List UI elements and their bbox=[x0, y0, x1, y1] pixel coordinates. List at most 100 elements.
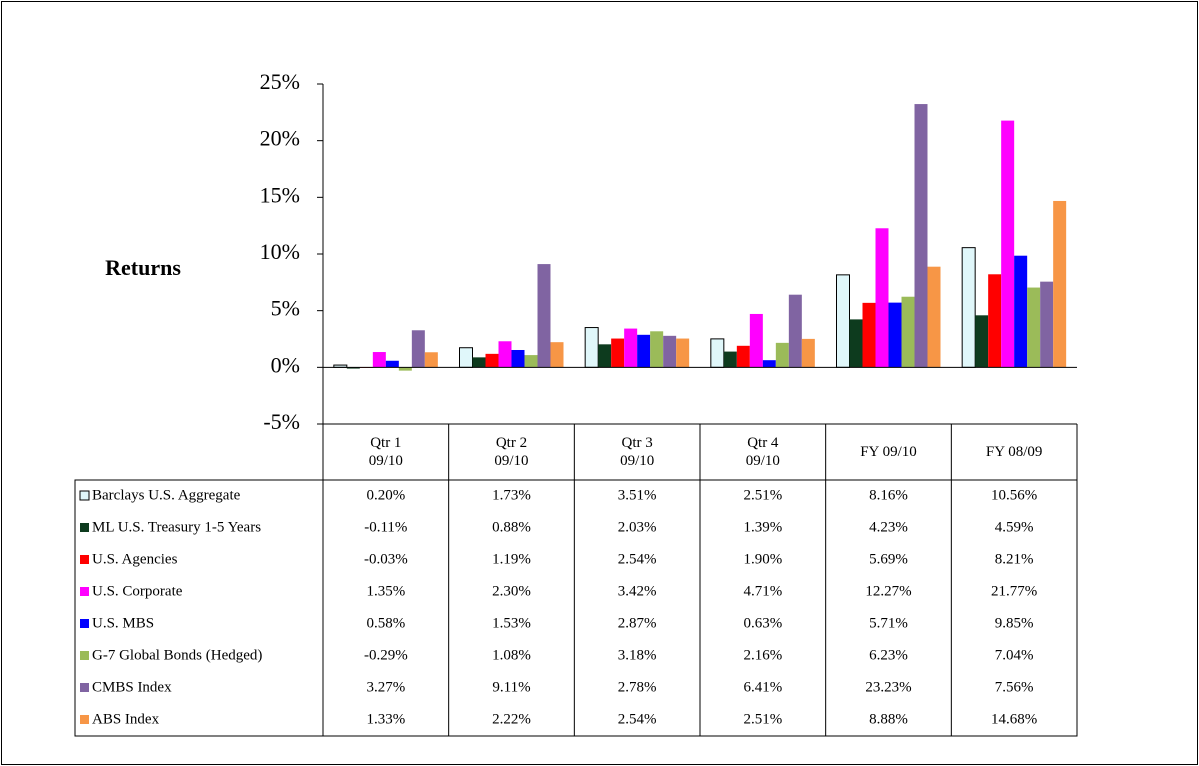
legend-label: ML U.S. Treasury 1-5 Years bbox=[92, 519, 261, 535]
bar bbox=[1001, 120, 1015, 368]
bar bbox=[762, 360, 776, 368]
table-value: 3.27% bbox=[366, 679, 405, 695]
bar bbox=[498, 341, 512, 368]
bar bbox=[424, 352, 438, 368]
legend-label: G-7 Global Bonds (Hedged) bbox=[92, 647, 262, 663]
table-value: 8.16% bbox=[869, 487, 908, 503]
legend-swatch bbox=[80, 715, 89, 724]
table-value: 10.56% bbox=[991, 487, 1037, 503]
bar bbox=[975, 315, 989, 368]
bar bbox=[749, 313, 763, 368]
legend-swatch bbox=[80, 619, 89, 628]
y-tick-label: 5% bbox=[271, 296, 300, 321]
legend-label: U.S. Corporate bbox=[92, 583, 183, 599]
legend-label: CMBS Index bbox=[92, 679, 172, 695]
bar bbox=[723, 351, 737, 368]
bar bbox=[637, 334, 651, 368]
table-value: 2.22% bbox=[492, 711, 531, 727]
bar bbox=[1040, 281, 1054, 368]
table-value: 7.04% bbox=[995, 647, 1034, 663]
y-tick-label: 15% bbox=[260, 182, 300, 207]
bar bbox=[710, 338, 725, 368]
bar bbox=[736, 345, 750, 368]
y-axis-label: Returns bbox=[105, 255, 181, 280]
table-value: -0.29% bbox=[364, 647, 408, 663]
bar bbox=[676, 338, 690, 368]
table-value: 0.58% bbox=[366, 615, 405, 631]
legend-label: U.S. MBS bbox=[92, 615, 154, 631]
y-tick-label: -5% bbox=[263, 409, 300, 434]
table-value: 3.18% bbox=[618, 647, 657, 663]
table-value: 7.56% bbox=[995, 679, 1034, 695]
table-value: 1.35% bbox=[366, 583, 405, 599]
table-value: 2.30% bbox=[492, 583, 531, 599]
category-label: Qtr 3 09/10 bbox=[620, 435, 655, 469]
legend-label: Barclays U.S. Aggregate bbox=[92, 487, 241, 503]
table-value: 0.63% bbox=[743, 615, 782, 631]
bar bbox=[988, 274, 1002, 368]
category-label: FY 09/10 bbox=[860, 444, 917, 460]
y-tick-label: 20% bbox=[260, 126, 300, 151]
bar bbox=[472, 357, 486, 368]
bar bbox=[346, 367, 360, 369]
table-value: 3.42% bbox=[618, 583, 657, 599]
bar bbox=[524, 355, 538, 368]
table-value: 2.51% bbox=[743, 711, 782, 727]
table-value: 1.39% bbox=[743, 519, 782, 535]
table-value: 23.23% bbox=[865, 679, 911, 695]
y-tick-label: 25% bbox=[260, 69, 300, 94]
bar bbox=[372, 352, 386, 368]
table-value: -0.11% bbox=[364, 519, 407, 535]
legend-swatch bbox=[79, 490, 90, 501]
table-value: 1.19% bbox=[492, 551, 531, 567]
legend-label: U.S. Agencies bbox=[92, 551, 178, 567]
category-label: Qtr 4 09/10 bbox=[745, 435, 780, 469]
bar bbox=[1027, 287, 1041, 368]
bar bbox=[459, 347, 473, 368]
legend-swatch bbox=[80, 523, 89, 532]
bar bbox=[875, 228, 889, 368]
bar bbox=[788, 294, 802, 368]
table-value: 12.27% bbox=[865, 583, 911, 599]
table-value: 2.87% bbox=[618, 615, 657, 631]
bar bbox=[398, 367, 412, 371]
bar bbox=[914, 104, 928, 368]
bar bbox=[888, 302, 902, 368]
bar bbox=[862, 302, 876, 368]
bar bbox=[775, 342, 789, 368]
table-value: 2.03% bbox=[618, 519, 657, 535]
table-value: 1.33% bbox=[366, 711, 405, 727]
table-value: 21.77% bbox=[991, 583, 1037, 599]
table-value: 6.23% bbox=[869, 647, 908, 663]
legend-swatch bbox=[80, 555, 89, 564]
table-value: 0.20% bbox=[366, 487, 405, 503]
y-tick-label: 10% bbox=[260, 239, 300, 264]
table-value: 1.90% bbox=[743, 551, 782, 567]
table-value: -0.03% bbox=[364, 551, 408, 567]
bar bbox=[624, 328, 638, 368]
table-value: 4.23% bbox=[869, 519, 908, 535]
bar bbox=[650, 331, 664, 368]
table-value: 3.51% bbox=[618, 487, 657, 503]
y-tick-label: 0% bbox=[271, 352, 300, 377]
bar bbox=[584, 327, 599, 368]
table-value: 1.53% bbox=[492, 615, 531, 631]
bar bbox=[598, 344, 612, 368]
table-value: 0.88% bbox=[492, 519, 531, 535]
bar bbox=[663, 335, 677, 368]
table-value: 14.68% bbox=[991, 711, 1037, 727]
legend-label: ABS Index bbox=[92, 711, 160, 727]
table-value: 5.71% bbox=[869, 615, 908, 631]
bar bbox=[901, 296, 915, 368]
bar bbox=[1053, 200, 1067, 368]
bar bbox=[385, 360, 399, 368]
table-value: 4.59% bbox=[995, 519, 1034, 535]
table-value: 5.69% bbox=[869, 551, 908, 567]
legend-swatch bbox=[80, 587, 89, 596]
category-label: FY 08/09 bbox=[985, 444, 1043, 460]
bar bbox=[611, 338, 625, 368]
table-value: 1.73% bbox=[492, 487, 531, 503]
